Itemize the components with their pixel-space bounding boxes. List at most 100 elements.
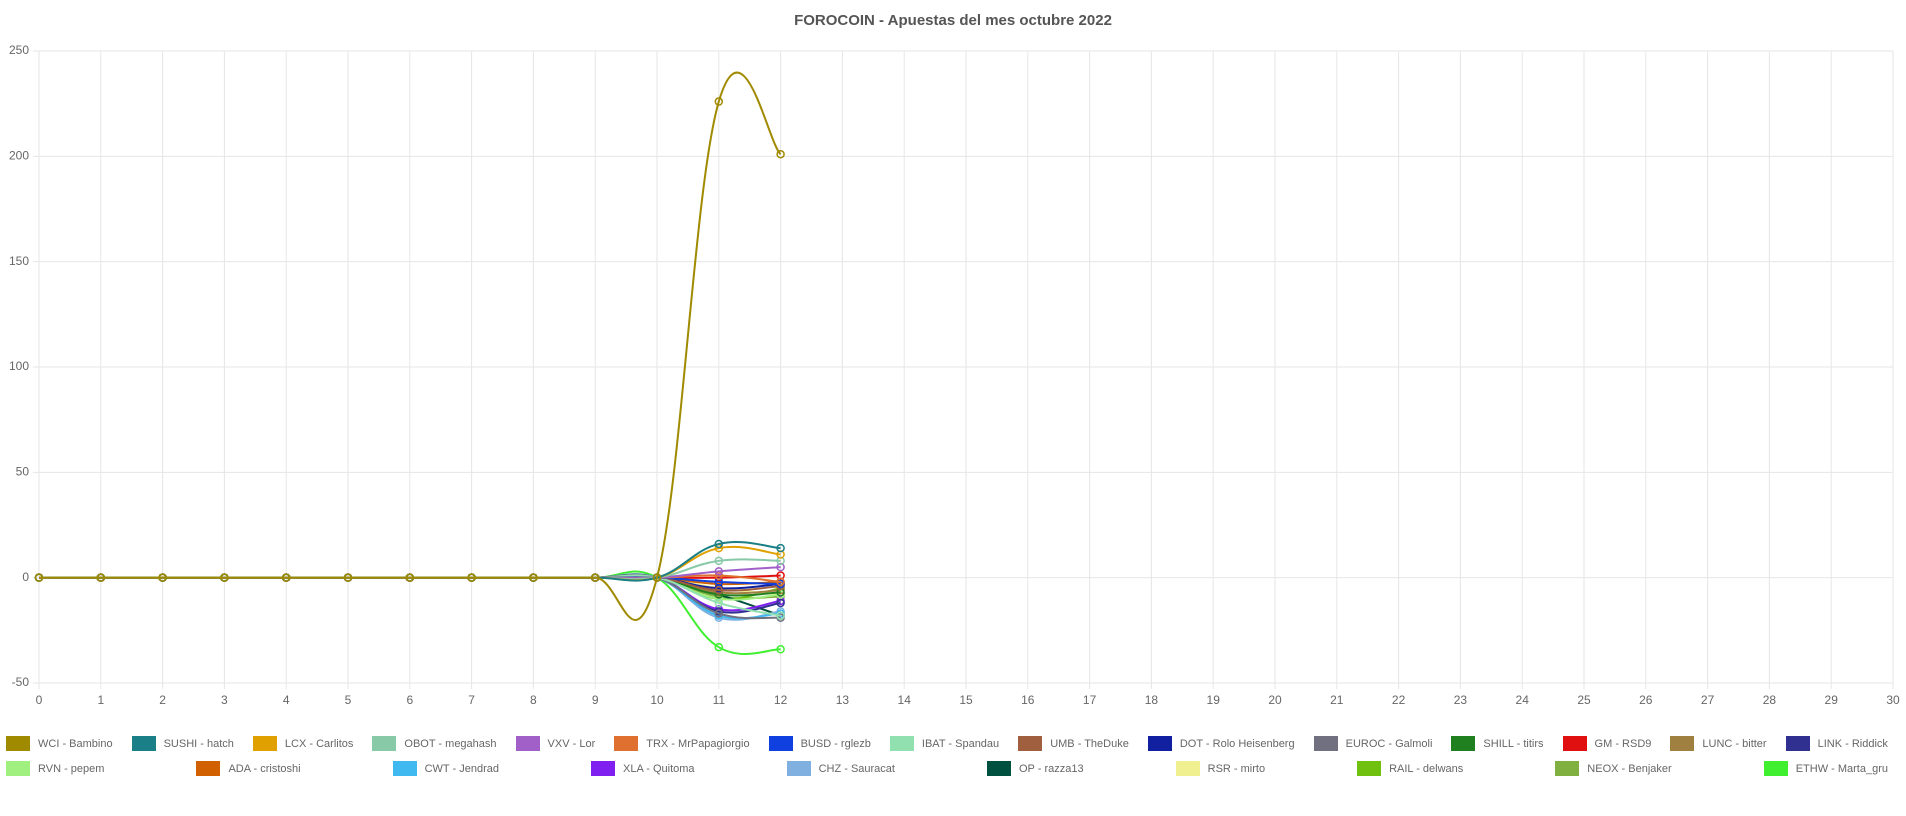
point bbox=[714, 567, 724, 576]
x-tick-label: 24 bbox=[1516, 693, 1530, 707]
x-tick-label: 2 bbox=[159, 693, 166, 707]
legend-item[interactable]: RVN - pepem bbox=[6, 761, 104, 776]
legend-swatch bbox=[196, 761, 221, 776]
legend-swatch bbox=[1763, 761, 1788, 776]
legend-swatch bbox=[1313, 736, 1338, 751]
legend-item[interactable]: TRX - MrPapagiorgio bbox=[614, 736, 750, 751]
x-tick-label: 13 bbox=[836, 693, 850, 707]
legend-swatch bbox=[614, 736, 639, 751]
x-tick-label: 23 bbox=[1454, 693, 1468, 707]
legend-item[interactable]: DOT - Rolo Heisenberg bbox=[1147, 736, 1295, 751]
legend-item[interactable]: RAIL - delwans bbox=[1357, 761, 1463, 776]
legend-swatch bbox=[252, 736, 277, 751]
legend-item[interactable]: IBAT - Spandau bbox=[889, 736, 1000, 751]
legend-item[interactable]: RSR - mirto bbox=[1175, 761, 1265, 776]
legend: WCI - Bambino SUSHI - hatch LCX - Carlitos… bbox=[6, 736, 1900, 776]
legend-item[interactable]: LCX - Carlitos bbox=[252, 736, 354, 751]
legend-swatch bbox=[591, 761, 615, 776]
legend-item[interactable]: CWT - Jendrad bbox=[392, 761, 499, 776]
x-tick-label: 10 bbox=[650, 693, 664, 707]
x-tick-label: 0 bbox=[36, 693, 43, 707]
point bbox=[776, 577, 785, 587]
x-tick-label: 5 bbox=[345, 693, 352, 707]
point bbox=[714, 539, 724, 549]
legend-label: RAIL - delwans bbox=[1389, 762, 1464, 775]
x-tick-label: 16 bbox=[1021, 693, 1035, 707]
legend-item[interactable]: CHZ - Sauracat bbox=[786, 761, 895, 776]
legend-label: UMB - TheDuke bbox=[1050, 737, 1129, 750]
point bbox=[714, 97, 724, 106]
legend-item[interactable]: OP - razza13 bbox=[987, 761, 1084, 776]
point bbox=[158, 573, 167, 582]
x-tick-label: 25 bbox=[1577, 693, 1591, 707]
x-tick-label: 8 bbox=[530, 693, 537, 707]
point bbox=[652, 573, 662, 582]
legend-swatch bbox=[1018, 736, 1043, 751]
legend-item[interactable]: OBOT - megahash bbox=[372, 736, 497, 751]
legend-item[interactable]: SUSHI - hatch bbox=[131, 736, 234, 751]
legend-label: CHZ - Sauracat bbox=[818, 762, 895, 775]
legend-item[interactable]: GM - RSD9 bbox=[1562, 736, 1652, 751]
legend-swatch bbox=[1175, 761, 1200, 776]
x-tick-label: 18 bbox=[1145, 693, 1159, 707]
legend-label: BUSD - rglezb bbox=[800, 737, 871, 750]
point bbox=[281, 573, 291, 582]
legend-label: IBAT - Spandau bbox=[921, 737, 1000, 750]
legend-swatch bbox=[1562, 736, 1587, 751]
legend-swatch bbox=[1785, 736, 1810, 751]
point bbox=[714, 609, 724, 618]
y-tick-label: 200 bbox=[9, 149, 29, 163]
legend-item[interactable]: ETHW - Marta_gru bbox=[1763, 761, 1888, 776]
x-tick-label: 14 bbox=[898, 693, 912, 707]
legend-item[interactable]: LINK - Riddick bbox=[1785, 736, 1888, 751]
point bbox=[714, 598, 724, 608]
point bbox=[529, 573, 538, 582]
legend-label: ADA - cristoshi bbox=[228, 762, 301, 775]
x-tick-label: 6 bbox=[406, 693, 413, 707]
x-tick-label: 27 bbox=[1701, 693, 1715, 707]
legend-label: GM - RSD9 bbox=[1594, 737, 1652, 750]
legend-item[interactable]: NEOX - Benjaker bbox=[1555, 761, 1672, 776]
legend-swatch bbox=[889, 736, 914, 751]
y-tick-label: 0 bbox=[22, 570, 29, 584]
legend-item[interactable]: VXV - Lor bbox=[515, 736, 595, 751]
point bbox=[590, 573, 600, 582]
x-tick-label: 12 bbox=[774, 693, 788, 707]
point bbox=[714, 556, 724, 566]
legend-item[interactable]: SHILL - titirs bbox=[1451, 736, 1544, 751]
y-tick-label: 50 bbox=[16, 465, 30, 479]
legend-item[interactable]: WCI - Bambino bbox=[6, 736, 113, 751]
point bbox=[96, 573, 106, 582]
legend-label: SHILL - titirs bbox=[1483, 737, 1544, 750]
x-tick-label: 28 bbox=[1763, 693, 1777, 707]
line bbox=[39, 71, 782, 621]
y-tick-label: 100 bbox=[9, 359, 29, 373]
legend-label: LUNC - bitter bbox=[1702, 737, 1767, 750]
x-tick-label: 22 bbox=[1392, 693, 1406, 707]
x-tick-label: 1 bbox=[97, 693, 104, 707]
x-tick-label: 26 bbox=[1639, 693, 1653, 707]
legend-swatch bbox=[768, 736, 793, 751]
legend-item[interactable]: UMB - TheDuke bbox=[1018, 736, 1129, 751]
legend-label: RVN - pepem bbox=[38, 762, 105, 775]
x-tick-label: 15 bbox=[959, 693, 973, 707]
point bbox=[776, 543, 785, 553]
legend-swatch bbox=[392, 761, 417, 776]
legend-item[interactable]: ADA - cristoshi bbox=[196, 761, 301, 776]
legend-item[interactable]: BUSD - rglezb bbox=[768, 736, 871, 751]
legend-label: CWT - Jendrad bbox=[424, 762, 499, 775]
legend-swatch bbox=[1147, 736, 1172, 751]
legend-item[interactable]: LUNC - bitter bbox=[1670, 736, 1767, 751]
legend-label: SUSHI - hatch bbox=[163, 737, 234, 750]
legend-label: XLA - Quitoma bbox=[623, 762, 695, 775]
legend-label: DOT - Rolo Heisenberg bbox=[1179, 737, 1295, 750]
legend-item[interactable]: XLA - Quitoma bbox=[591, 761, 695, 776]
point bbox=[776, 645, 785, 654]
legend-swatch bbox=[1451, 736, 1476, 751]
legend-item[interactable]: EUROC - Galmoli bbox=[1313, 736, 1432, 751]
legend-label: LCX - Carlitos bbox=[284, 737, 354, 750]
x-tick-label: 20 bbox=[1268, 693, 1282, 707]
point bbox=[714, 586, 724, 595]
chart-title: FOROCOIN - Apuestas del mes octubre 2022 bbox=[794, 12, 1112, 29]
